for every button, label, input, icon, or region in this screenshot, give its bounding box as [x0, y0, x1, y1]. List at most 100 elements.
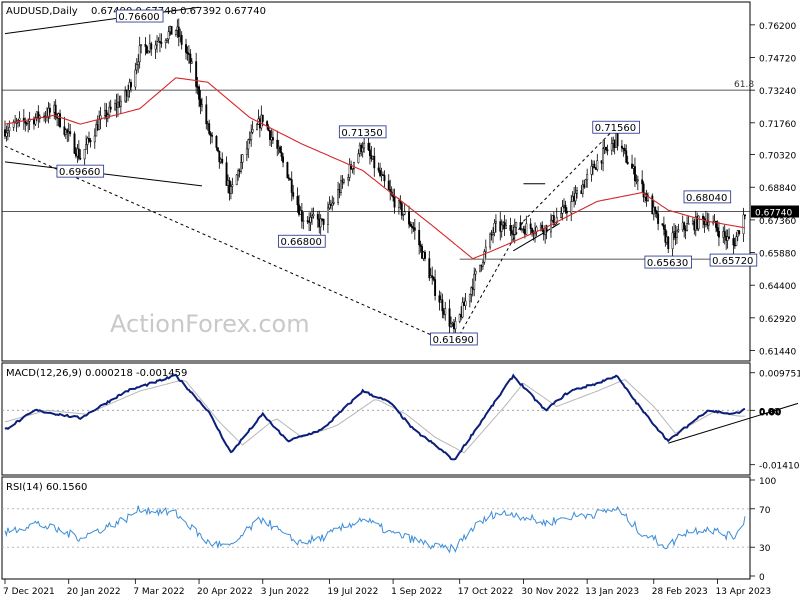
candle-body [393, 196, 396, 208]
candle-body [492, 232, 494, 235]
candle-body [138, 45, 141, 63]
price-panel: ActionForex.com AUDUSD,Daily 0.67490 0.6… [1, 1, 799, 362]
candle-body [342, 179, 345, 183]
candle-body [735, 236, 738, 247]
candle-body [147, 50, 150, 54]
candle-body [174, 30, 177, 35]
candle-body [738, 230, 741, 235]
candle-body [379, 170, 382, 176]
candle-body [261, 114, 264, 122]
candle-body [418, 230, 421, 246]
candle-body [633, 166, 636, 182]
candle-body [421, 246, 424, 259]
candle-body [620, 145, 623, 149]
candle-body [169, 26, 172, 32]
candle-body [117, 101, 119, 108]
candle-body [655, 211, 658, 215]
candle-body [515, 222, 518, 228]
candle-body [510, 230, 513, 235]
annotation-label: 0.71560 [595, 123, 636, 134]
candle-body [179, 34, 182, 37]
candle-body [728, 236, 731, 239]
candle-body [424, 251, 426, 259]
candle-body [684, 228, 687, 231]
trendline [513, 222, 560, 252]
rsi-y-tick-label: 0 [759, 573, 765, 583]
candle-body [47, 107, 50, 118]
macd-panel-frame [1, 362, 751, 476]
candle-body [205, 104, 208, 125]
candle-body [260, 114, 263, 129]
candle-body [635, 180, 638, 182]
candle-body [422, 251, 425, 259]
candle-body [216, 147, 219, 152]
candle-body [691, 220, 694, 224]
candle-body [206, 123, 209, 125]
candle-body [75, 153, 77, 157]
y-tick-label: 0.65880 [759, 250, 796, 260]
candle-body [464, 300, 467, 306]
candle-body [338, 189, 341, 193]
annotation-box [115, 9, 164, 23]
candle-body [560, 213, 563, 218]
candle-body [408, 211, 410, 225]
candle-body [89, 139, 92, 143]
candle-body [383, 175, 386, 182]
candle-body [186, 52, 189, 54]
macd-line [4, 373, 746, 461]
y-tick-label: 0.73240 [759, 87, 796, 97]
candle-body [570, 201, 573, 214]
candle-body [370, 155, 373, 160]
trendline [4, 6, 200, 35]
candle-body [531, 228, 534, 233]
candle-body [170, 26, 173, 35]
candle-body [358, 144, 361, 155]
candle-body [494, 221, 497, 224]
candle-body [606, 149, 609, 152]
candle-body [332, 202, 335, 204]
rsi-line [4, 505, 746, 554]
annotation-label: 0.69660 [59, 167, 100, 178]
macd-y-tick-label: 0.009751 [759, 370, 800, 380]
candle-body [429, 275, 432, 279]
candle-body [127, 90, 130, 97]
candle-body [513, 226, 516, 235]
candle-body [103, 110, 106, 116]
candle-body [402, 213, 405, 216]
candle-body [176, 26, 179, 31]
candle-body [329, 204, 332, 206]
rsi-title: RSI(14) 60.1560 [6, 482, 87, 493]
candle-body [573, 196, 576, 202]
candle-body [483, 251, 486, 263]
macd-current-label: 0.00 [759, 408, 781, 418]
candle-body [593, 163, 596, 169]
candle-body [667, 236, 670, 250]
candle-body [130, 81, 132, 88]
candle-body [622, 147, 625, 150]
candle-body [626, 162, 629, 165]
candle-body [612, 139, 615, 144]
candle-body [448, 308, 451, 327]
candle-body [387, 180, 390, 190]
candle-body [237, 170, 240, 176]
candle-body [565, 210, 568, 214]
candle-body [159, 40, 161, 43]
candle-body [717, 231, 720, 238]
candle-body [454, 321, 457, 330]
candle-body [114, 103, 117, 110]
candle-body [397, 200, 400, 208]
candle-body [67, 131, 70, 134]
candle-body [596, 160, 599, 170]
candle-body [208, 123, 211, 134]
candle-body [221, 159, 224, 163]
candle-body [458, 314, 461, 322]
x-tick-label: 20 Apr 2022 [197, 587, 253, 597]
current-price-tag [751, 205, 799, 218]
trendline [523, 126, 617, 222]
candle-body [657, 213, 660, 224]
candle-body [228, 180, 231, 194]
candle-body [167, 31, 170, 40]
candle-body [280, 152, 283, 157]
candle-body [200, 104, 203, 107]
candle-body [353, 162, 355, 169]
